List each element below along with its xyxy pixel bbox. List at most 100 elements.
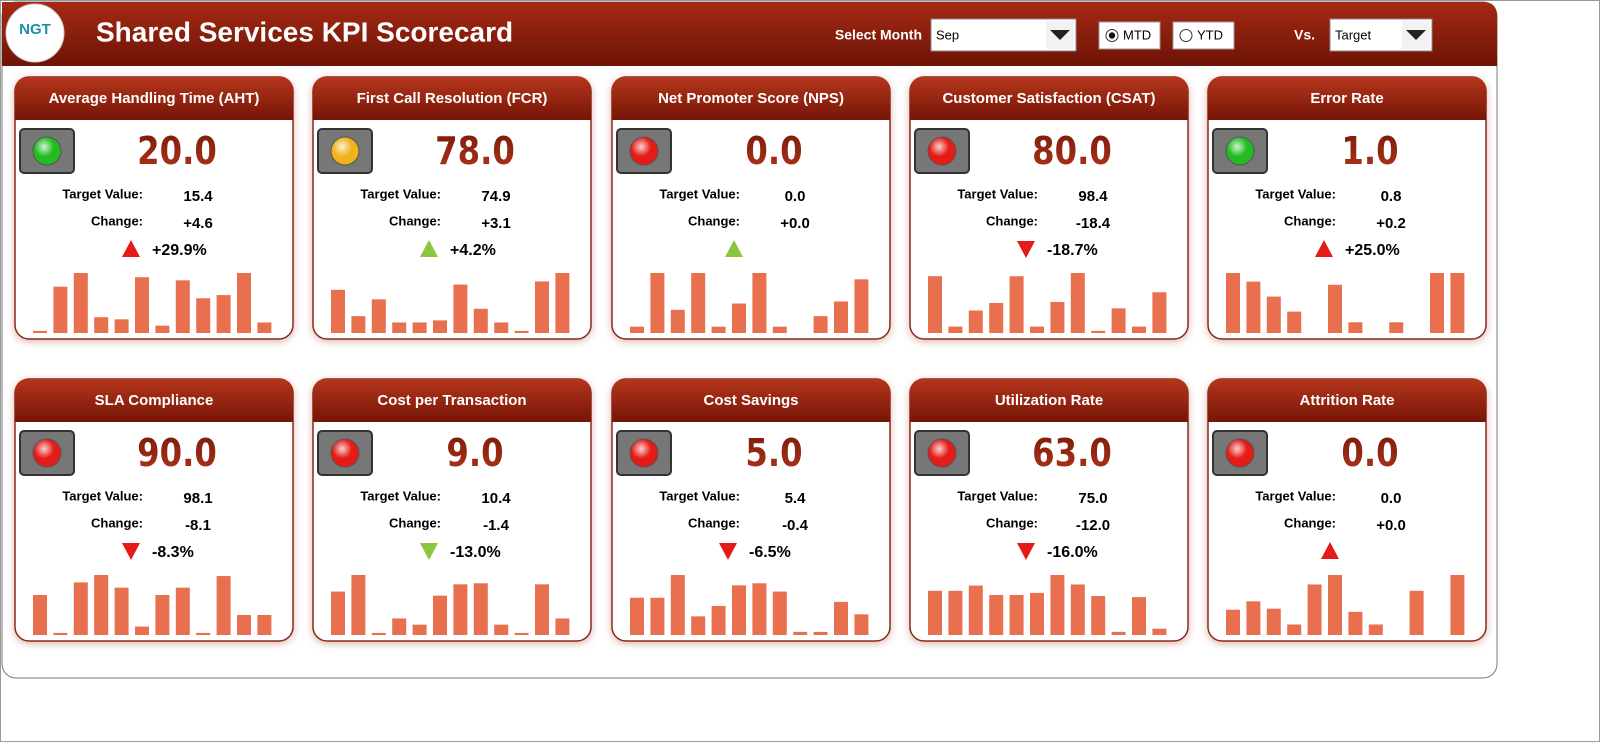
status-light-shine [928, 137, 956, 165]
kpi-value: 0.0 [745, 129, 802, 173]
spark-bar [1070, 584, 1085, 635]
change-label: Change: [1284, 213, 1336, 228]
trend-arrow [1315, 240, 1333, 257]
spark-bar [1009, 276, 1024, 333]
spark-bar [555, 273, 570, 333]
spark-bar [392, 618, 407, 635]
spark-bar [1389, 322, 1404, 333]
target-label: Target Value: [1255, 186, 1336, 201]
card-title: First Call Resolution (FCR) [357, 90, 548, 107]
spark-bar [1152, 628, 1167, 635]
trend-arrow [1017, 543, 1035, 560]
month-label: Select Month [835, 27, 922, 43]
spark-bar [1368, 624, 1383, 635]
status-light-shine [928, 439, 956, 467]
spark-bar [1050, 301, 1065, 333]
spark-bar [216, 295, 231, 333]
change-value: -0.4 [782, 517, 809, 534]
spark-bar [1091, 596, 1106, 635]
target-label: Target Value: [957, 186, 1038, 201]
card-header [313, 77, 591, 120]
percent-change: -6.5% [749, 544, 791, 561]
kpi-value: 20.0 [137, 129, 217, 173]
spark-bar [834, 601, 848, 635]
spark-bar [53, 632, 68, 635]
spark-bar [854, 614, 869, 635]
trend-arrow [725, 240, 743, 257]
target-label: Target Value: [62, 488, 143, 503]
spark-bar [216, 576, 231, 635]
spark-bar [1287, 311, 1302, 333]
card-header [612, 77, 890, 120]
change-label: Change: [1284, 515, 1336, 530]
spark-bar [1132, 597, 1146, 635]
spark-bar [73, 582, 88, 635]
spark-bar [494, 624, 509, 635]
spark-bar [1246, 601, 1261, 635]
target-value: 0.8 [1381, 188, 1402, 205]
target-value: 74.9 [481, 188, 510, 205]
spark-bar [94, 575, 109, 635]
spark-bar [1430, 273, 1444, 333]
kpi-value: 90.0 [137, 431, 217, 475]
change-value: -1.4 [483, 517, 510, 534]
card-title: Cost Savings [703, 392, 798, 409]
change-label: Change: [688, 213, 740, 228]
target-label: Target Value: [957, 488, 1038, 503]
spark-bar [1030, 326, 1044, 333]
target-value: 98.4 [1078, 188, 1108, 205]
status-light-shine [630, 439, 658, 467]
spark-bar [237, 273, 251, 333]
spark-bar [1450, 575, 1465, 635]
status-light-shine [1226, 439, 1254, 467]
percent-change: +25.0% [1345, 242, 1400, 259]
percent-change: -18.7% [1047, 242, 1098, 259]
spark-bar [412, 322, 427, 333]
spark-bar [1266, 296, 1281, 333]
spark-bar [175, 280, 190, 333]
kpi-value: 9.0 [446, 431, 503, 475]
spark-bar [793, 631, 808, 635]
spark-bar [968, 585, 983, 635]
target-label: Target Value: [360, 488, 441, 503]
spark-bar [1050, 575, 1065, 635]
change-label: Change: [389, 515, 441, 530]
kpi-value: 63.0 [1032, 431, 1112, 475]
target-label: Target Value: [659, 488, 740, 503]
kpi-value: 80.0 [1032, 129, 1112, 173]
radio-circle[interactable] [1179, 29, 1193, 42]
spark-bar [650, 597, 665, 635]
spark-bar [1266, 608, 1281, 635]
spark-bar [1348, 611, 1363, 635]
spark-bar [257, 322, 272, 333]
spark-bar [155, 595, 170, 635]
trend-arrow [719, 543, 737, 560]
card-header [1208, 77, 1486, 120]
spark-bar [948, 590, 963, 635]
spark-bar [1091, 330, 1106, 333]
change-label: Change: [986, 515, 1038, 530]
card-title: Attrition Rate [1300, 392, 1395, 409]
percent-change: +4.2% [450, 242, 496, 259]
percent-change: -13.0% [450, 544, 501, 561]
target-label: Target Value: [1255, 488, 1336, 503]
spark-bar [257, 615, 272, 635]
spark-bar [114, 587, 129, 635]
spark-bar [813, 631, 828, 635]
spark-bar [1328, 575, 1342, 635]
card-title: Customer Satisfaction (CSAT) [942, 90, 1155, 107]
change-value: +4.6 [183, 215, 213, 232]
card-title: Error Rate [1310, 90, 1383, 107]
radio-dot [1108, 32, 1116, 39]
trend-arrow [1321, 542, 1339, 559]
trend-arrow [122, 543, 140, 560]
dropdown-arrow [1406, 30, 1426, 40]
spark-bar [135, 626, 149, 635]
status-light-shine [331, 439, 359, 467]
spark-bar [772, 591, 787, 635]
spark-bar [691, 273, 706, 333]
spark-bar [1246, 281, 1261, 333]
spark-bar [630, 326, 644, 333]
